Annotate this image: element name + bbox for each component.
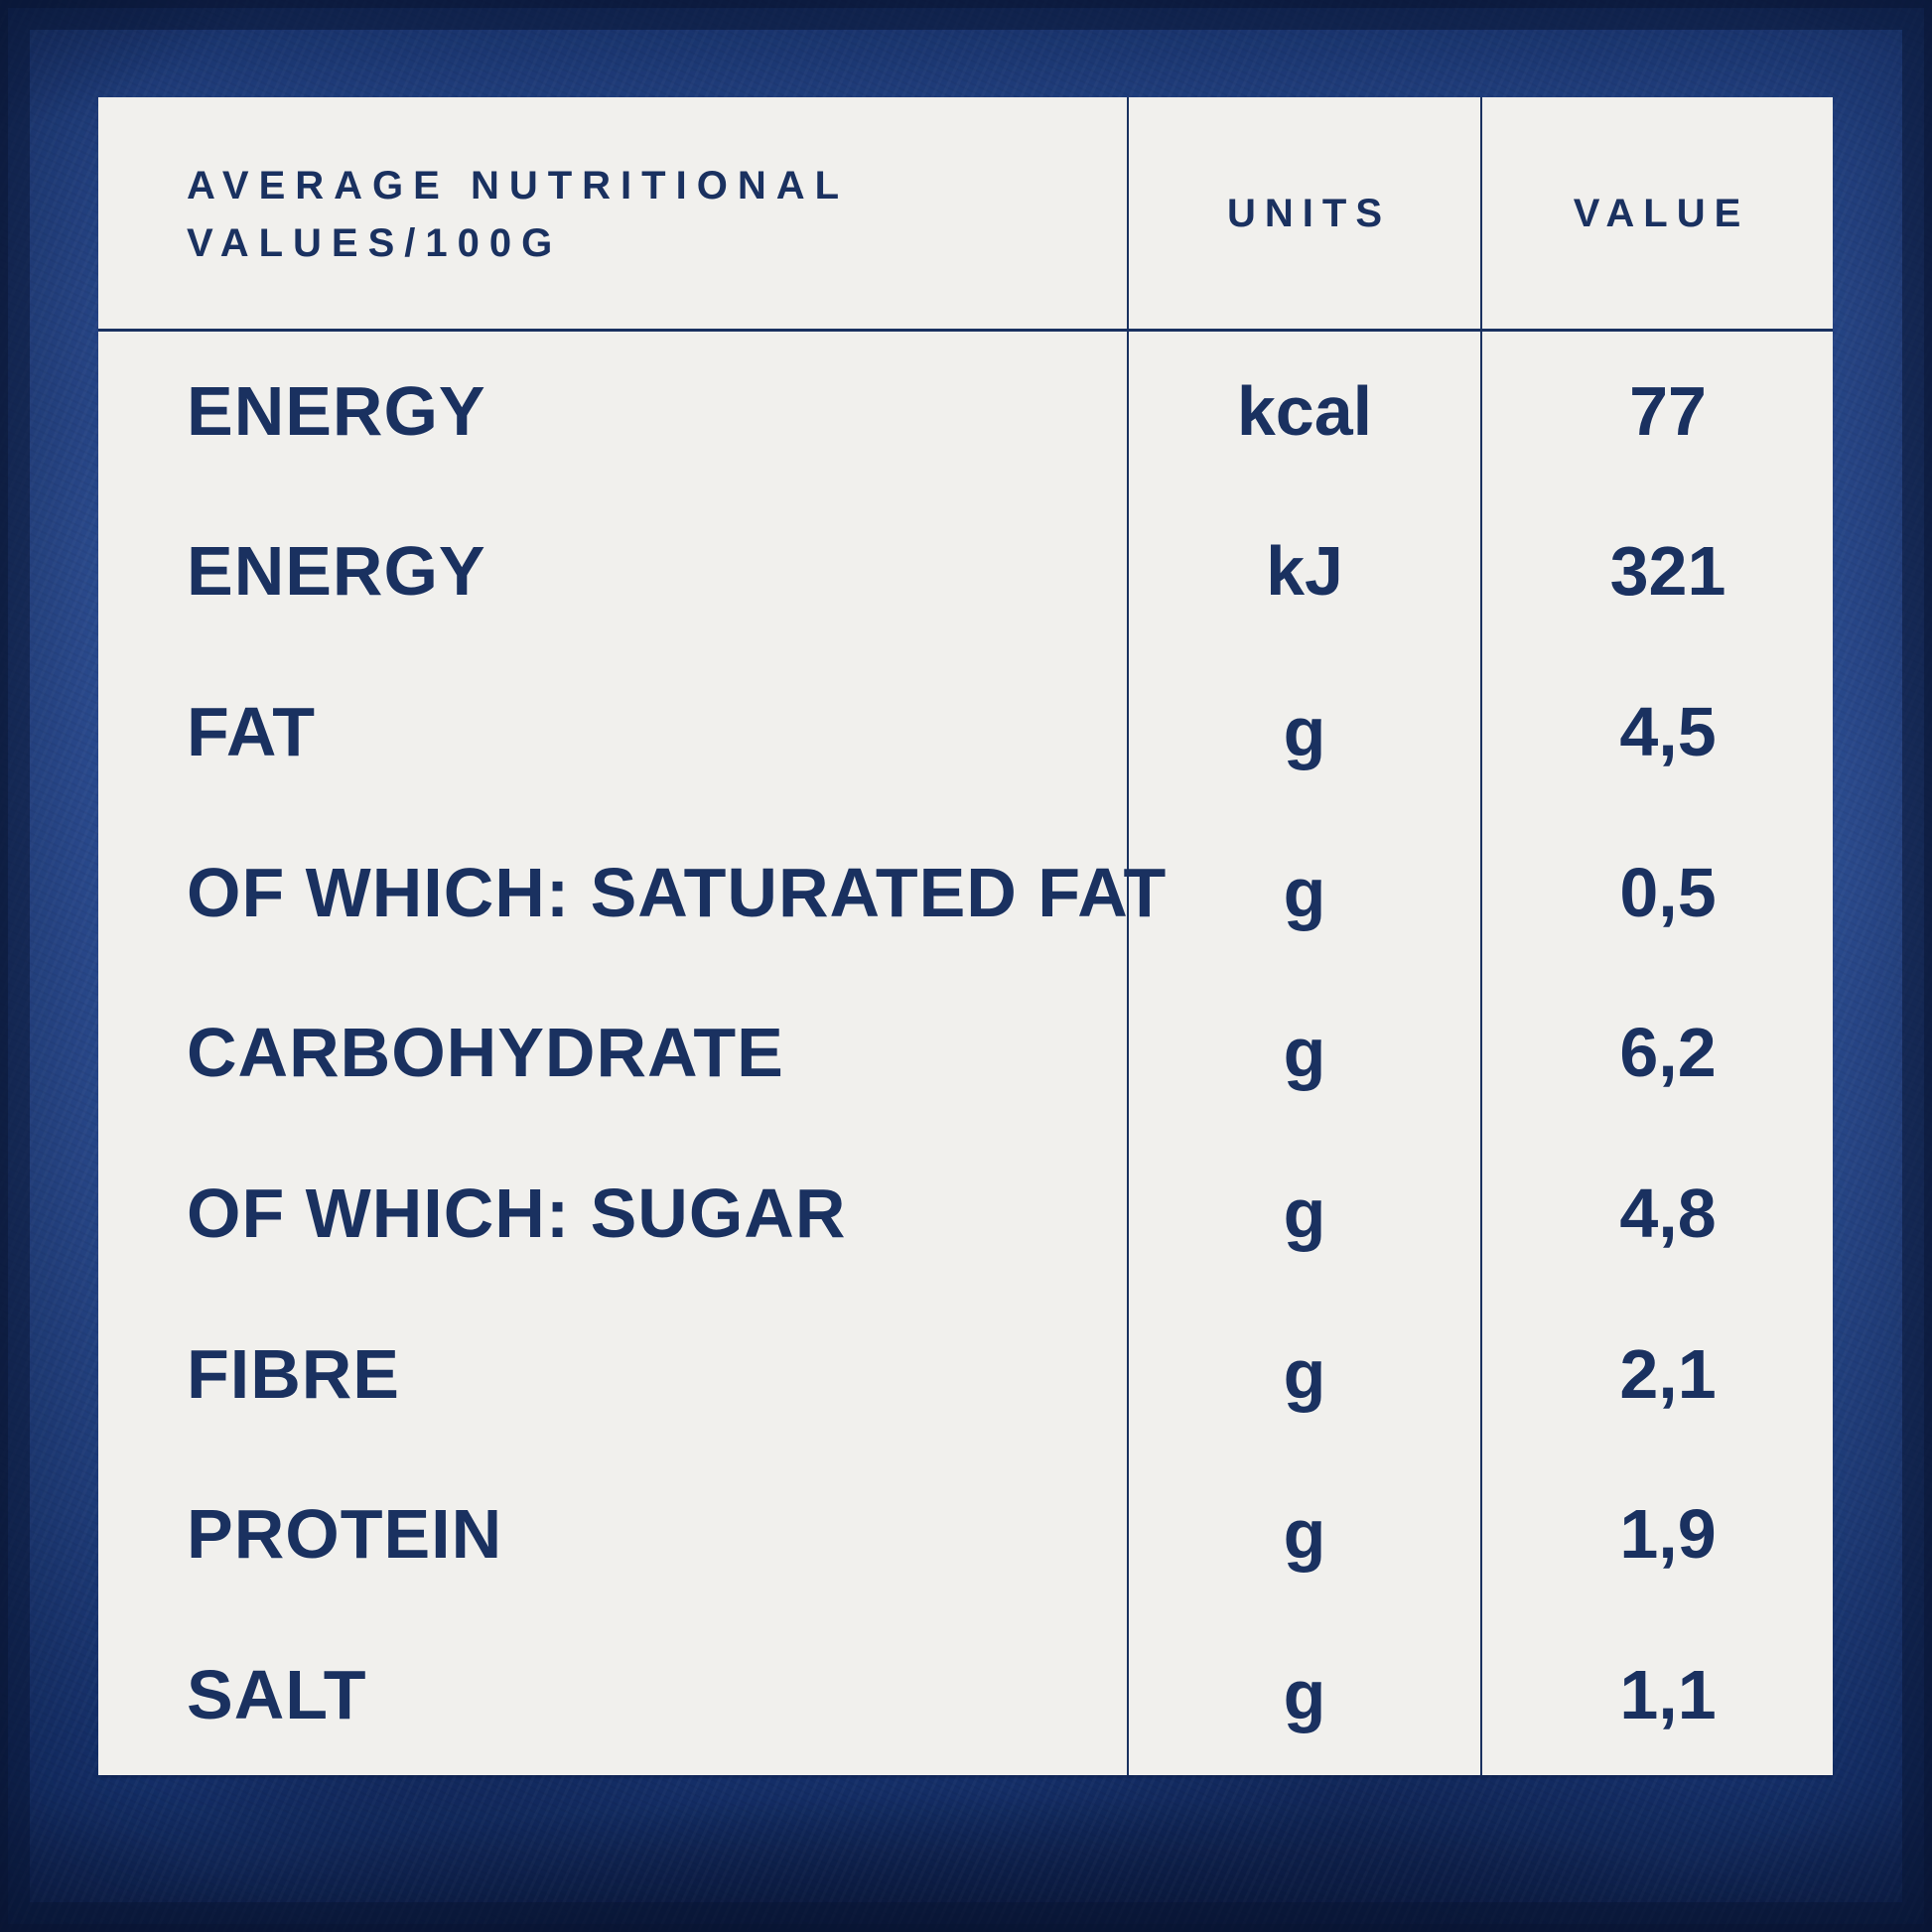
nutrient-unit: g [1283, 1495, 1326, 1574]
nutrient-unit: g [1283, 1014, 1326, 1092]
header-value: VALUE [1573, 192, 1750, 235]
nutrient-label: PROTEIN [187, 1495, 503, 1574]
nutrient-label: CARBOHYDRATE [187, 1014, 784, 1092]
nutrient-label: ENERGY [187, 532, 486, 611]
column-divider-1 [1127, 97, 1129, 1775]
header-nutrients-line2: VALUES/100G [187, 220, 563, 265]
nutrient-value: 1,9 [1619, 1495, 1717, 1574]
nutrient-label: OF WHICH: SATURATED FAT [187, 853, 1168, 931]
header-nutrients: AVERAGE NUTRITIONAL VALUES/100G [98, 97, 1128, 331]
nutrient-value: 4,8 [1619, 1174, 1717, 1253]
nutrient-label: SALT [187, 1656, 367, 1734]
nutrient-unit: kJ [1266, 532, 1343, 611]
nutrient-label: OF WHICH: SUGAR [187, 1174, 847, 1253]
header-divider [98, 329, 1833, 332]
nutrient-value: 6,2 [1619, 1014, 1717, 1092]
nutrient-unit: g [1283, 693, 1326, 771]
nutrient-label: FIBRE [187, 1334, 400, 1413]
nutrient-value: 321 [1609, 532, 1726, 611]
column-divider-2 [1480, 97, 1482, 1775]
header-nutrients-line1: AVERAGE NUTRITIONAL [187, 163, 850, 207]
header-units: UNITS [1227, 192, 1391, 235]
nutrient-unit: g [1283, 1334, 1326, 1413]
nutrient-label: ENERGY [187, 371, 486, 450]
nutrient-unit: g [1283, 1656, 1326, 1734]
nutrient-label: FAT [187, 693, 317, 771]
nutrient-value: 0,5 [1619, 853, 1717, 931]
nutrient-value: 77 [1629, 371, 1707, 450]
nutrient-unit: kcal [1236, 371, 1373, 450]
nutrient-value: 4,5 [1619, 693, 1717, 771]
nutrient-value: 2,1 [1619, 1334, 1717, 1413]
nutrient-unit: g [1283, 1174, 1326, 1253]
nutrient-unit: g [1283, 853, 1326, 931]
nutrient-value: 1,1 [1619, 1656, 1717, 1734]
nutrition-table: AVERAGE NUTRITIONAL VALUES/100G UNITS VA… [98, 97, 1833, 1775]
